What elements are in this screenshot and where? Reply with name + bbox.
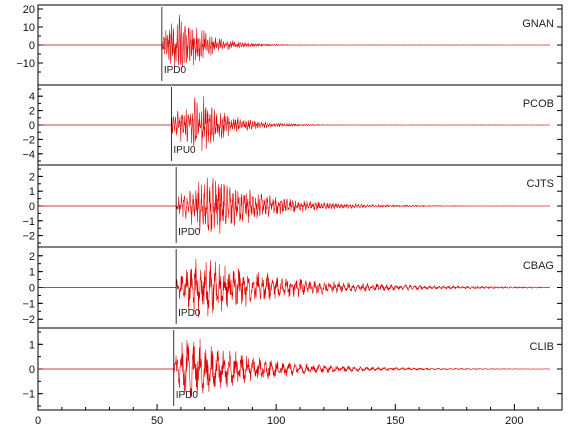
pick-label: IPU0: [173, 145, 196, 156]
y-tick-label: −1: [22, 216, 35, 228]
x-tick-label: 150: [386, 415, 404, 427]
y-tick-label: 0: [29, 201, 35, 213]
y-tick-label: 2: [29, 251, 35, 263]
pick-label: IPD0: [176, 390, 199, 401]
y-tick-label: 10: [23, 22, 35, 34]
y-tick-label: 0: [29, 120, 35, 132]
trace-pcob: [171, 96, 550, 152]
panel-cjts: 2 1 0 −1 −2 IPD0 CJTS: [22, 164, 563, 248]
y-tick-label: 1: [29, 186, 35, 198]
x-axis: 0 50 100 150 200: [35, 404, 563, 427]
y-tick-label: −2: [22, 134, 35, 146]
panel-cbag: 2 1 0 −1 −2 IPD0 CBAG: [22, 246, 563, 329]
y-tick-label: −1: [22, 389, 35, 401]
trace-gnan: [161, 14, 551, 68]
x-tick-label: 200: [505, 415, 523, 427]
station-label: CBAG: [523, 260, 554, 272]
y-tick-label: 1: [29, 339, 35, 351]
x-tick-label: 0: [35, 415, 41, 427]
panel-pcob: 4 2 0 −2 −4 IPU0 PCOB: [22, 84, 563, 166]
panel-clib: 1 0 −1 IPD0 CLIB: [22, 327, 563, 411]
station-label: CJTS: [527, 178, 555, 190]
y-tick-label: 4: [29, 91, 35, 103]
y-tick-label: −1: [22, 298, 35, 310]
station-label: PCOB: [523, 98, 554, 110]
y-tick-label: 0: [29, 283, 35, 295]
y-tick-label: 2: [29, 106, 35, 118]
x-tick-label: 50: [151, 415, 163, 427]
y-tick-label: −2: [22, 314, 35, 326]
y-tick-label: 0: [29, 364, 35, 376]
station-label: CLIB: [530, 341, 554, 353]
y-tick-label: −2: [22, 231, 35, 243]
y-tick-label: 0: [29, 40, 35, 52]
y-tick-label: 1: [29, 267, 35, 279]
trace-cbag: [175, 258, 551, 318]
pick-label: IPD0: [164, 65, 187, 76]
trace-clib: [173, 338, 551, 398]
y-tick-label: 20: [23, 4, 35, 16]
trace-cjts: [175, 177, 551, 234]
panel-gnan: 20 10 0 −10 IPD0 GNAN: [16, 4, 563, 86]
pick-label: IPD0: [178, 227, 201, 238]
x-tick-label: 100: [267, 415, 285, 427]
y-tick-label: −10: [16, 58, 35, 70]
pick-label: IPD0: [178, 308, 201, 319]
station-label: GNAN: [522, 18, 554, 30]
y-tick-label: 2: [29, 171, 35, 183]
y-tick-label: −4: [22, 149, 35, 161]
